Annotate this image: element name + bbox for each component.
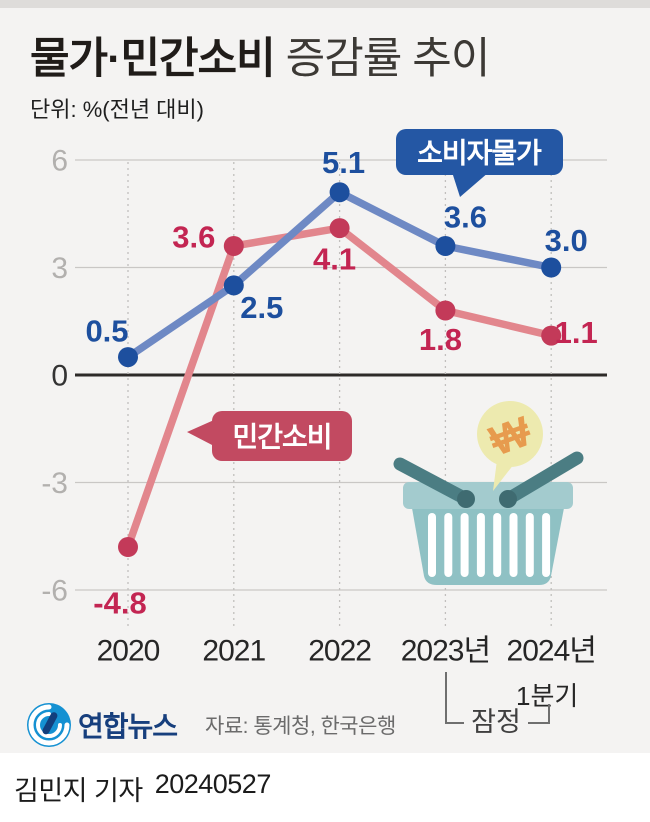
- data-point-민간소비: [329, 218, 350, 239]
- source-label: 자료: 통계청, 한국은행: [205, 715, 396, 738]
- provisional-label: 잠정: [471, 707, 521, 737]
- basket-knob: [499, 490, 517, 508]
- x-tick-subnote: 1분기: [516, 681, 578, 711]
- data-point-민간소비: [223, 236, 244, 257]
- title-emphasis: 물가·민간소비: [30, 35, 276, 83]
- data-point-민간소비: [541, 325, 562, 346]
- badge-tail: [187, 420, 214, 446]
- data-point-소비자물가: [223, 275, 244, 296]
- series-badge-소비자물가: 소비자물가: [396, 129, 563, 197]
- won-speech-bubble-tail: [493, 460, 514, 491]
- x-tick-label: 2022: [308, 635, 371, 668]
- yonhap-logo-icon: [27, 703, 71, 747]
- badge-label: 소비자물가: [417, 138, 542, 169]
- badge-box: [396, 129, 563, 175]
- x-tick-label: 2020: [97, 635, 160, 668]
- x-tick-label: 2024년: [507, 635, 596, 668]
- x-tick-label: 2021: [202, 635, 265, 668]
- page-title: 물가·민간소비 증감률 추이: [30, 24, 491, 86]
- data-point-소비자물가: [541, 257, 562, 278]
- badge-label: 민간소비: [232, 422, 331, 453]
- shopping-basket-illustration: ₩: [393, 401, 584, 585]
- data-point-소비자물가: [118, 347, 138, 368]
- basket-knob: [457, 490, 475, 508]
- y-tick-label: 6: [51, 145, 68, 178]
- date-label: 20240527: [154, 769, 272, 799]
- data-point-민간소비: [435, 300, 456, 321]
- value-label-소비자물가: 0.5: [85, 314, 128, 349]
- unit-label: 단위: %(전년 대비): [30, 97, 204, 122]
- basket-handle-left: [393, 457, 473, 506]
- top-accent-bar: [0, 0, 650, 8]
- reporter-byline: 김민지 기자: [14, 776, 143, 806]
- won-speech-bubble: [477, 401, 543, 467]
- value-label-민간소비: 1.8: [419, 322, 462, 357]
- value-label-민간소비: 3.6: [172, 220, 215, 255]
- badge-tail: [452, 172, 489, 197]
- value-label-소비자물가: 3.0: [545, 223, 588, 258]
- y-tick-label: 3: [51, 252, 68, 285]
- badge-box: [212, 411, 352, 461]
- data-point-소비자물가: [435, 236, 456, 257]
- value-label-소비자물가: 2.5: [240, 290, 283, 325]
- y-tick-label: 0: [51, 360, 68, 393]
- provisional-bracket-left: [445, 672, 464, 724]
- value-label-민간소비: -4.8: [93, 585, 146, 620]
- yonhap-logo-text: 연합뉴스: [78, 711, 178, 742]
- y-tick-label: -6: [41, 574, 68, 607]
- footer-row: 연합뉴스 자료: 통계청, 한국은행: [26, 701, 396, 749]
- value-label-민간소비: 1.1: [555, 315, 598, 350]
- value-label-소비자물가: 3.6: [444, 200, 487, 235]
- x-tick-label: 2023년: [401, 635, 490, 668]
- value-label-민간소비: 4.1: [313, 242, 356, 277]
- y-tick-label: -3: [41, 467, 68, 500]
- value-label-소비자물가: 5.1: [322, 145, 365, 180]
- data-point-소비자물가: [329, 182, 350, 203]
- basket-handle-right: [501, 451, 584, 506]
- title-rest: 증감률 추이: [274, 35, 491, 83]
- byline-bar: 김민지 기자 20240527: [0, 753, 650, 822]
- data-point-민간소비: [118, 536, 138, 557]
- series-badge-민간소비: 민간소비: [187, 411, 352, 461]
- provisional-bracket-right: [528, 704, 550, 724]
